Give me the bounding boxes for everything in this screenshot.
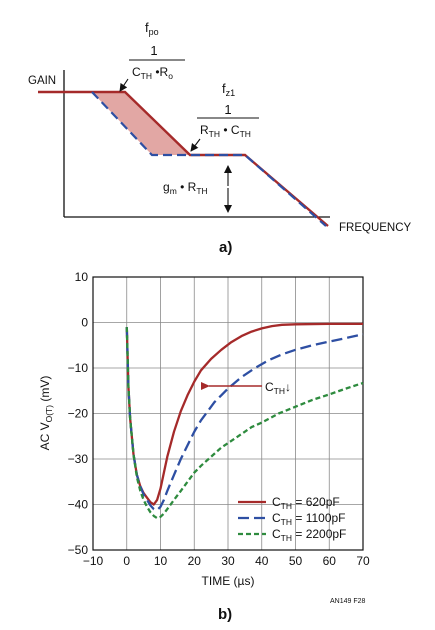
x-tick-label: 30	[221, 554, 235, 568]
y-tick-label: −10	[68, 361, 89, 375]
legend-label-3: CTH = 2200pF	[272, 527, 346, 543]
figure-note: AN149 F28	[330, 598, 366, 605]
x-tick-label: 20	[188, 554, 202, 568]
fpo-pointer-arrow	[119, 78, 129, 92]
gm-rth-label: gm • RTH	[163, 180, 208, 196]
x-tick-label: 50	[289, 554, 303, 568]
series-line-1	[125, 322, 363, 506]
chart-tick-labels: −10 0 10 20 30 40 50 60 70 −50 −40 −30 −20 −10 0 10	[68, 270, 370, 568]
y-tick-label: −50	[68, 543, 89, 557]
y-tick-label: −30	[68, 452, 89, 466]
cth-decrease-label: CTH↓	[265, 380, 291, 396]
x-tick-label: 0	[123, 554, 130, 568]
y-tick-label: −20	[68, 407, 89, 421]
y-axis-label: AC VO(T) (mV)	[38, 376, 54, 451]
gain-label: GAIN	[28, 75, 56, 87]
x-tick-label: −10	[83, 554, 104, 568]
series-line-2	[125, 327, 364, 512]
fz1-label: fz1	[222, 81, 235, 98]
plot-frame	[92, 276, 364, 551]
fz1-pointer-arrow	[190, 138, 201, 152]
panel-a-caption: a)	[219, 239, 232, 256]
y-tick-label: 0	[81, 316, 88, 330]
frequency-label: FREQUENCY	[339, 222, 412, 234]
chart-series	[125, 322, 364, 520]
x-tick-label: 70	[356, 554, 370, 568]
x-tick-label: 40	[255, 554, 269, 568]
panel-b-caption: b)	[218, 606, 232, 623]
fz1-numerator: 1	[224, 102, 231, 117]
legend-label-2: CTH = 1100pF	[272, 511, 346, 527]
fz1-denominator: RTH • CTH	[200, 123, 251, 139]
x-tick-label: 10	[154, 554, 168, 568]
y-tick-label: 10	[75, 270, 89, 284]
chart-grid	[93, 277, 363, 550]
series-line-3	[125, 327, 364, 520]
fpo-numerator: 1	[150, 43, 157, 58]
gain-response-solid	[38, 90, 329, 227]
x-axis-label: TIME (µs)	[202, 574, 255, 588]
fpo-label: fpo	[145, 20, 159, 37]
panel-b: −10 0 10 20 30 40 50 60 70 −50 −40 −30 −20 −10 0 10 CTH…	[38, 270, 370, 623]
legend-label-1: CTH = 620pF	[272, 495, 340, 511]
gain-shaded-region	[92, 92, 190, 155]
panel-a: GAIN FREQUENCY fpo 1 CTH •Ro fz1 1 RTH •…	[28, 20, 412, 256]
gain-response-dashed	[91, 91, 327, 227]
fpo-denominator: CTH •Ro	[132, 65, 173, 81]
y-tick-label: −40	[68, 498, 89, 512]
x-tick-label: 60	[323, 554, 337, 568]
